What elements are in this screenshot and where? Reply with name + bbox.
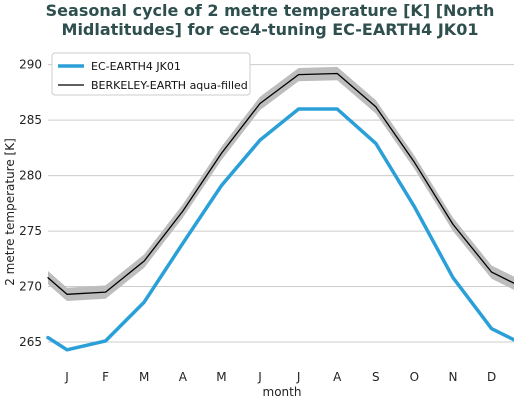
- y-tick-285: 285: [19, 113, 42, 127]
- chart-title-line-2: Midlatitudes] for ece4-tuning EC-EARTH4 …: [62, 20, 479, 39]
- x-tick-4: A: [179, 370, 188, 384]
- y-tick-280: 280: [19, 169, 42, 183]
- chart-title-line-1: Seasonal cycle of 2 metre temperature [K…: [46, 1, 495, 20]
- y-tick-labels: 265 270 275 280 285 290: [19, 58, 42, 349]
- legend-label-ec-earth4: EC-EARTH4 JK01: [91, 60, 181, 73]
- x-axis-label: month: [263, 385, 302, 399]
- x-tick-12: D: [487, 370, 496, 384]
- series-line-berkeley-earth: [47, 72, 514, 295]
- legend: EC-EARTH4 JK01 BERKELEY-EARTH aqua-fille…: [51, 52, 251, 96]
- observation-band-layer: [48, 66, 514, 302]
- berkeley-earth-uncertainty-band: [48, 66, 514, 302]
- y-tick-265: 265: [19, 335, 42, 349]
- x-tick-7: J: [296, 370, 301, 384]
- legend-box: [51, 52, 251, 96]
- grid: [48, 64, 514, 343]
- x-tick-8: A: [333, 370, 342, 384]
- x-tick-3: M: [139, 370, 149, 384]
- x-tick-2: F: [102, 370, 109, 384]
- x-tick-11: N: [449, 370, 458, 384]
- y-tick-270: 270: [19, 280, 42, 294]
- x-tick-5: M: [216, 370, 226, 384]
- x-tick-1: J: [64, 370, 69, 384]
- series-line-ec-earth4: [46, 107, 514, 352]
- series-lines-layer: [46, 72, 514, 352]
- y-tick-275: 275: [19, 224, 42, 238]
- y-tick-290: 290: [19, 58, 42, 72]
- y-axis-label: 2 metre temperature [K]: [3, 138, 17, 286]
- x-tick-6: J: [257, 370, 262, 384]
- legend-label-berkeley-earth: BERKELEY-EARTH aqua-filled: [91, 79, 248, 92]
- x-tick-9: S: [372, 370, 380, 384]
- x-tick-10: O: [410, 370, 419, 384]
